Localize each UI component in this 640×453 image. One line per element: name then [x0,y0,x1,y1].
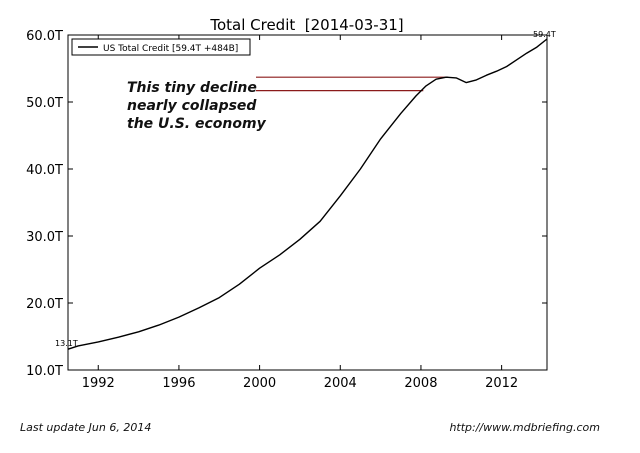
x-tick-label: 1992 [82,376,115,391]
end-value-label: 59.4T [533,30,556,39]
start-value-label: 13.1T [55,339,78,348]
series-line [67,38,548,350]
annotation-text-line: the U.S. economy [127,116,267,132]
x-tick-label: 1996 [162,376,195,391]
annotation-text-line: nearly collapsed [127,98,257,114]
x-tick-label: 2012 [485,376,518,391]
y-tick-label: 50.0T [26,96,63,111]
last-update-label: Last update Jun 6, 2014 [20,421,152,434]
legend-box [71,38,251,56]
y-tick-label: 60.0T [26,29,63,44]
x-tick-label: 2004 [324,376,357,391]
plot-area: 10.0T 20.0T 30.0T 40.0T 50.0T 60.0T 1992 1996 20… [26,29,556,391]
source-url: http://www.mdbriefing.com [449,421,600,434]
x-tick-label: 2000 [243,376,276,391]
legend-label: US Total Credit [59.4T +484B] [103,44,238,54]
y-tick-label: 40.0T [26,163,63,178]
y-tick-label: 30.0T [26,230,63,245]
annotation-text-line: This tiny decline [127,80,257,96]
chart-title: Total Credit [2014-03-31] [209,16,403,34]
x-tick-label: 2008 [404,376,437,391]
y-tick-label: 20.0T [26,297,63,312]
y-tick-label: 10.0T [26,364,63,379]
